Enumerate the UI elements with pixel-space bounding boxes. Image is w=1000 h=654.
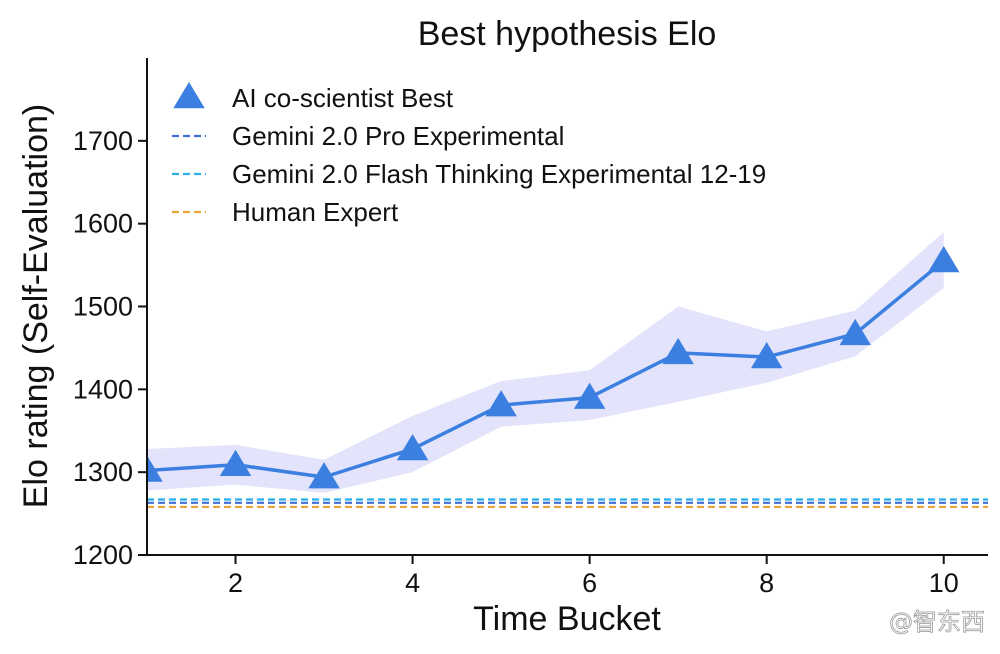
y-tick-label: 1400 xyxy=(73,374,133,404)
data-point-marker xyxy=(662,337,694,365)
y-tick-label: 1200 xyxy=(73,540,133,570)
x-tick-label: 2 xyxy=(228,568,243,598)
legend-label: AI co-scientist Best xyxy=(232,83,454,113)
data-point-marker xyxy=(927,245,960,273)
x-tick-label: 8 xyxy=(759,568,774,598)
data-point-marker xyxy=(573,382,606,409)
data-point-marker xyxy=(839,318,871,346)
y-axis-label: Elo rating (Self-Evaluation) xyxy=(17,104,55,508)
watermark-text: @智东西 xyxy=(889,608,985,636)
data-point-marker xyxy=(485,390,517,417)
x-tick-label: 6 xyxy=(582,568,597,598)
y-tick-label: 1600 xyxy=(73,209,133,239)
legend: AI co-scientist Best Gemini 2.0 Pro Exper… xyxy=(172,82,766,227)
plot-area xyxy=(147,231,988,509)
confidence-band xyxy=(147,231,944,493)
y-tick-label: 1700 xyxy=(73,126,133,156)
legend-label: Human Expert xyxy=(232,197,399,227)
x-tick-label: 10 xyxy=(929,568,959,598)
legend-label: Gemini 2.0 Pro Experimental xyxy=(232,121,564,151)
x-axis-label: Time Bucket xyxy=(473,600,661,638)
data-point-marker xyxy=(396,433,429,461)
data-point-marker xyxy=(308,462,340,489)
y-tick-label: 1300 xyxy=(73,457,133,487)
series-line-ai-co-scientist xyxy=(147,259,945,479)
chart-title: Best hypothesis Elo xyxy=(418,15,717,53)
y-tick-label: 1500 xyxy=(73,292,133,322)
data-point-marker xyxy=(147,455,163,482)
axes: 1200 1300 1400 1500 1600 1700 2 4 6 8 10 xyxy=(73,58,988,598)
x-tick-label: 4 xyxy=(405,568,420,598)
legend-label: Gemini 2.0 Flash Thinking Experimental 1… xyxy=(232,159,766,189)
data-point-marker xyxy=(219,449,252,476)
data-point-marker xyxy=(750,342,783,369)
legend-marker-triangle xyxy=(173,82,205,109)
